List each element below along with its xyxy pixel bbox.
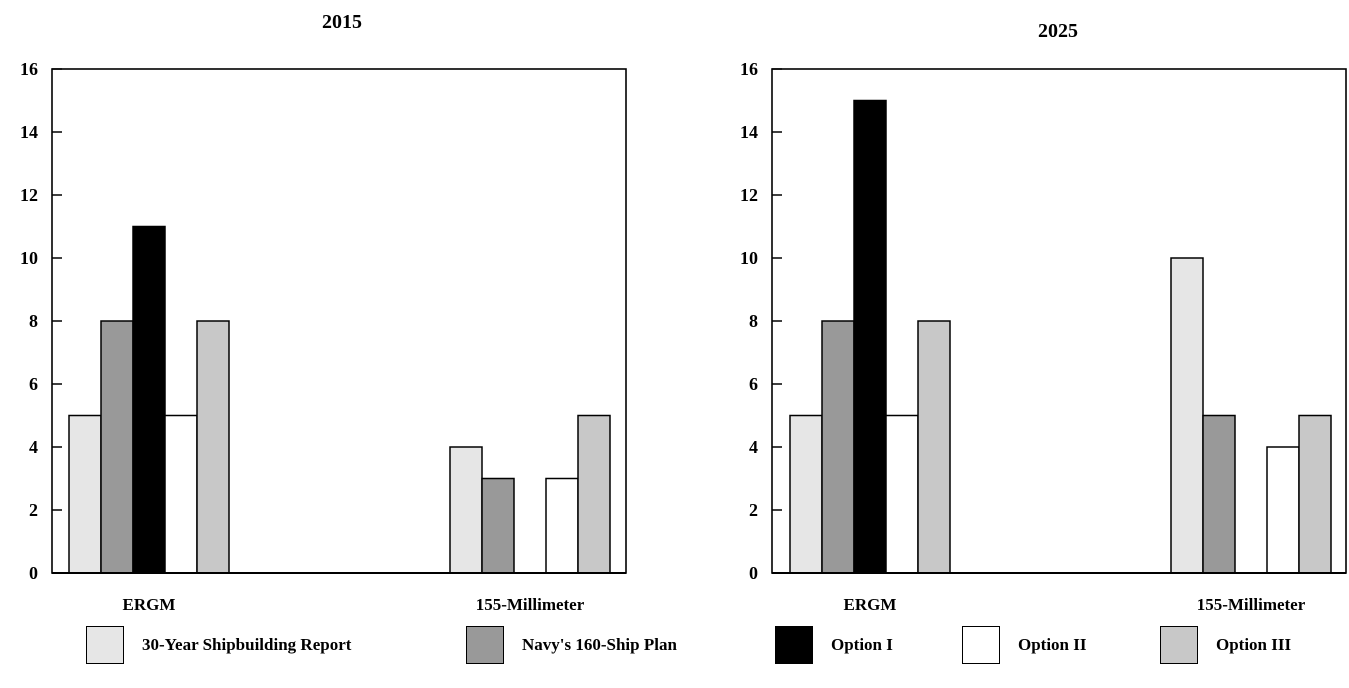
legend-item-navys-160-ship-plan: Navy's 160-Ship Plan (466, 620, 677, 670)
legend-label: Option II (1018, 635, 1087, 654)
bar-2025-155-millimeter-navy-s-160-ship-plan (1202, 414, 1236, 574)
bar-2025-155-millimeter-option-iii (1298, 414, 1332, 574)
y-tick-label: 2 (29, 500, 38, 520)
bars-2025 (772, 99, 1346, 574)
y-tick-label: 12 (740, 185, 758, 205)
legend-item-option-ii: Option II (962, 620, 1087, 670)
x-tick-label: ERGM (844, 595, 897, 614)
y-tick-label: 4 (29, 437, 38, 457)
y-tick-label: 8 (29, 311, 38, 331)
bar-2025-ergm-option-i (853, 99, 887, 574)
y-tick-label: 10 (20, 248, 38, 268)
bar-2025-ergm-30-year-shipbuilding-report (789, 414, 823, 574)
bar-2025-155-millimeter-30-year-shipbuilding-report (1170, 257, 1204, 574)
bar-2015-155-millimeter-navy-s-160-ship-plan (481, 477, 515, 574)
chart-title-2015: 2015 (322, 11, 362, 33)
y-tick-label: 14 (740, 122, 758, 142)
bar-2015-155-millimeter-option-iii (577, 414, 611, 574)
legend-item-option-i: Option I (775, 620, 893, 670)
legend-item-option-iii: Option III (1160, 620, 1291, 670)
legend-swatch (466, 626, 504, 664)
y-tick-label: 16 (20, 59, 38, 79)
legend-swatch (86, 626, 124, 664)
legend: 30-Year Shipbuilding Report Navy's 160-S… (0, 620, 1349, 670)
bar-2015-155-millimeter-option-ii (545, 477, 579, 574)
bar-2015-ergm-option-ii (164, 414, 198, 574)
y-tick-label: 8 (749, 311, 758, 331)
x-tick-label: 155-Millimeter (476, 595, 585, 614)
bar-2025-ergm-option-ii (885, 414, 919, 574)
y-tick-label: 16 (740, 59, 758, 79)
chart-title-2025: 2025 (1038, 20, 1078, 42)
legend-swatch (775, 626, 813, 664)
y-tick-label: 6 (749, 374, 758, 394)
bar-2015-ergm-30-year-shipbuilding-report (68, 414, 102, 574)
y-tick-label: 4 (749, 437, 758, 457)
bars-2015 (52, 225, 626, 574)
legend-label: Option I (831, 635, 893, 654)
chart-2025: 2025 0 2 4 6 8 10 12 14 16 ERGM 155-Millimeter (740, 20, 1347, 614)
x-tick-label: ERGM (123, 595, 176, 614)
legend-swatch (962, 626, 1000, 664)
y-tick-label: 0 (29, 563, 38, 583)
x-axis-2025: ERGM 155-Millimeter (844, 595, 1306, 614)
y-tick-label: 10 (740, 248, 758, 268)
y-tick-label: 14 (20, 122, 38, 142)
y-axis-2015: 0 2 4 6 8 10 12 14 16 (20, 59, 62, 583)
y-tick-label: 12 (20, 185, 38, 205)
bar-2015-ergm-navy-s-160-ship-plan (100, 320, 134, 574)
x-axis-2015: ERGM 155-Millimeter (123, 595, 585, 614)
bar-2015-ergm-option-iii (196, 320, 230, 574)
bar-2015-155-millimeter-30-year-shipbuilding-report (449, 446, 483, 574)
legend-item-30-year-shipbuilding-report: 30-Year Shipbuilding Report (86, 620, 351, 670)
y-tick-label: 6 (29, 374, 38, 394)
chart-2015: 2015 0 2 4 6 8 10 12 14 16 ERGM 155-Millimeter (20, 11, 627, 614)
x-tick-label: 155-Millimeter (1197, 595, 1306, 614)
legend-label: Navy's 160-Ship Plan (522, 635, 677, 654)
y-tick-label: 2 (749, 500, 758, 520)
legend-label: Option III (1216, 635, 1292, 654)
bar-2025-ergm-navy-s-160-ship-plan (821, 320, 855, 574)
y-axis-2025: 0 2 4 6 8 10 12 14 16 (740, 59, 782, 583)
bar-2015-ergm-option-i (132, 225, 166, 574)
bar-2025-ergm-option-iii (917, 320, 951, 574)
legend-swatch (1160, 626, 1198, 664)
y-tick-label: 0 (749, 563, 758, 583)
bar-2025-155-millimeter-option-ii (1266, 446, 1300, 574)
legend-label: 30-Year Shipbuilding Report (142, 635, 352, 654)
